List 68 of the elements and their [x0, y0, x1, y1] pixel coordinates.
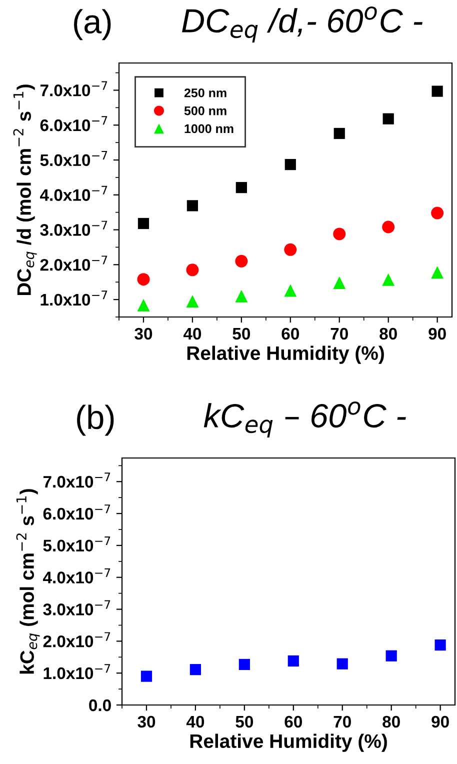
point [186, 295, 199, 308]
text: (b) [77, 404, 114, 436]
point [186, 200, 198, 212]
x-tick-label: 70 [334, 716, 351, 728]
x-tick-label: 80 [380, 328, 397, 340]
point [138, 218, 150, 230]
point [235, 290, 248, 302]
legend-label: 250 nm [184, 88, 226, 98]
point [137, 298, 150, 312]
chart-title: kC$_{eq}$ – 60$^{o}$C - [204, 401, 406, 438]
point [382, 113, 394, 124]
y-tick-label: 5.0x10$^{−7}$ [43, 536, 110, 552]
point [235, 254, 248, 268]
point [333, 228, 346, 240]
x-tick-label: 90 [428, 328, 446, 340]
y-tick-label: 4.0x10$^{−7}$ [43, 568, 110, 584]
x-tick-label: 90 [432, 716, 449, 728]
legend-label: 1000 nm [184, 124, 234, 134]
point [434, 639, 446, 651]
point [288, 655, 299, 667]
point [336, 658, 348, 670]
point [238, 658, 250, 670]
point [190, 664, 202, 676]
point [284, 243, 297, 256]
point [140, 670, 152, 682]
y-tick-label: 3.0x10$^{−7}$ [40, 220, 108, 236]
y-tick-label: 5.0x10$^{−7}$ [40, 151, 108, 166]
point [431, 266, 444, 279]
point [334, 128, 345, 140]
x-tick-label: 60 [284, 716, 302, 728]
y-tick-label: 7.0x10$^{−7}$ [43, 472, 110, 488]
point [186, 264, 199, 276]
point [432, 86, 443, 97]
point [137, 273, 150, 286]
point [333, 276, 346, 290]
x-axis-title: Relative Humidity (%) [187, 346, 384, 364]
point [284, 284, 297, 297]
y-tick-label: 2.0x10$^{−7}$ [43, 632, 110, 648]
x-tick-label: 30 [138, 716, 156, 728]
x-tick-label: 40 [183, 328, 202, 340]
legend-label: 500 nm [184, 106, 226, 116]
x-tick-label: 50 [232, 328, 250, 340]
point [431, 206, 444, 220]
y-tick-label: 7.0x10$^{−7}$ [40, 81, 108, 96]
y-tick-label: 1.0x10$^{−7}$ [44, 664, 110, 680]
text: (a) [74, 9, 111, 40]
x-tick-label: 30 [134, 328, 152, 340]
chart-title: DC$_{eq}$ /d,- 60$^{o}$C - [182, 6, 422, 43]
x-tick-label: 50 [236, 716, 254, 728]
y-tick-label: 2.0x10$^{−7}$ [40, 256, 108, 271]
y-tick-label: 0.0 [89, 699, 111, 712]
point [284, 158, 296, 170]
point [386, 650, 397, 662]
y-tick-label: 6.0x10$^{−7}$ [40, 116, 108, 132]
y-tick-label: 3.0x10$^{−7}$ [43, 600, 110, 616]
y-axis-title: DC$_{eq}$ /d (mol cm$^{−2}$ s$^{−1}$) [13, 84, 37, 296]
x-tick-label: 40 [186, 716, 204, 728]
y-tick-label: 4.0x10$^{−7}$ [40, 186, 108, 201]
y-tick-label: 1.0x10$^{−7}$ [40, 290, 108, 306]
y-axis-title: kC$_{eq}$ (mol cm$^{−2}$ s$^{−1}$) [16, 489, 40, 674]
y-tick-label: 6.0x10$^{−7}$ [43, 504, 110, 520]
x-axis-title: Relative Humidity (%) [190, 734, 387, 752]
point [236, 182, 247, 194]
point [382, 273, 395, 286]
point [382, 220, 395, 234]
x-tick-label: 70 [330, 328, 348, 340]
x-tick-label: 60 [282, 328, 299, 340]
x-tick-label: 80 [382, 716, 400, 728]
